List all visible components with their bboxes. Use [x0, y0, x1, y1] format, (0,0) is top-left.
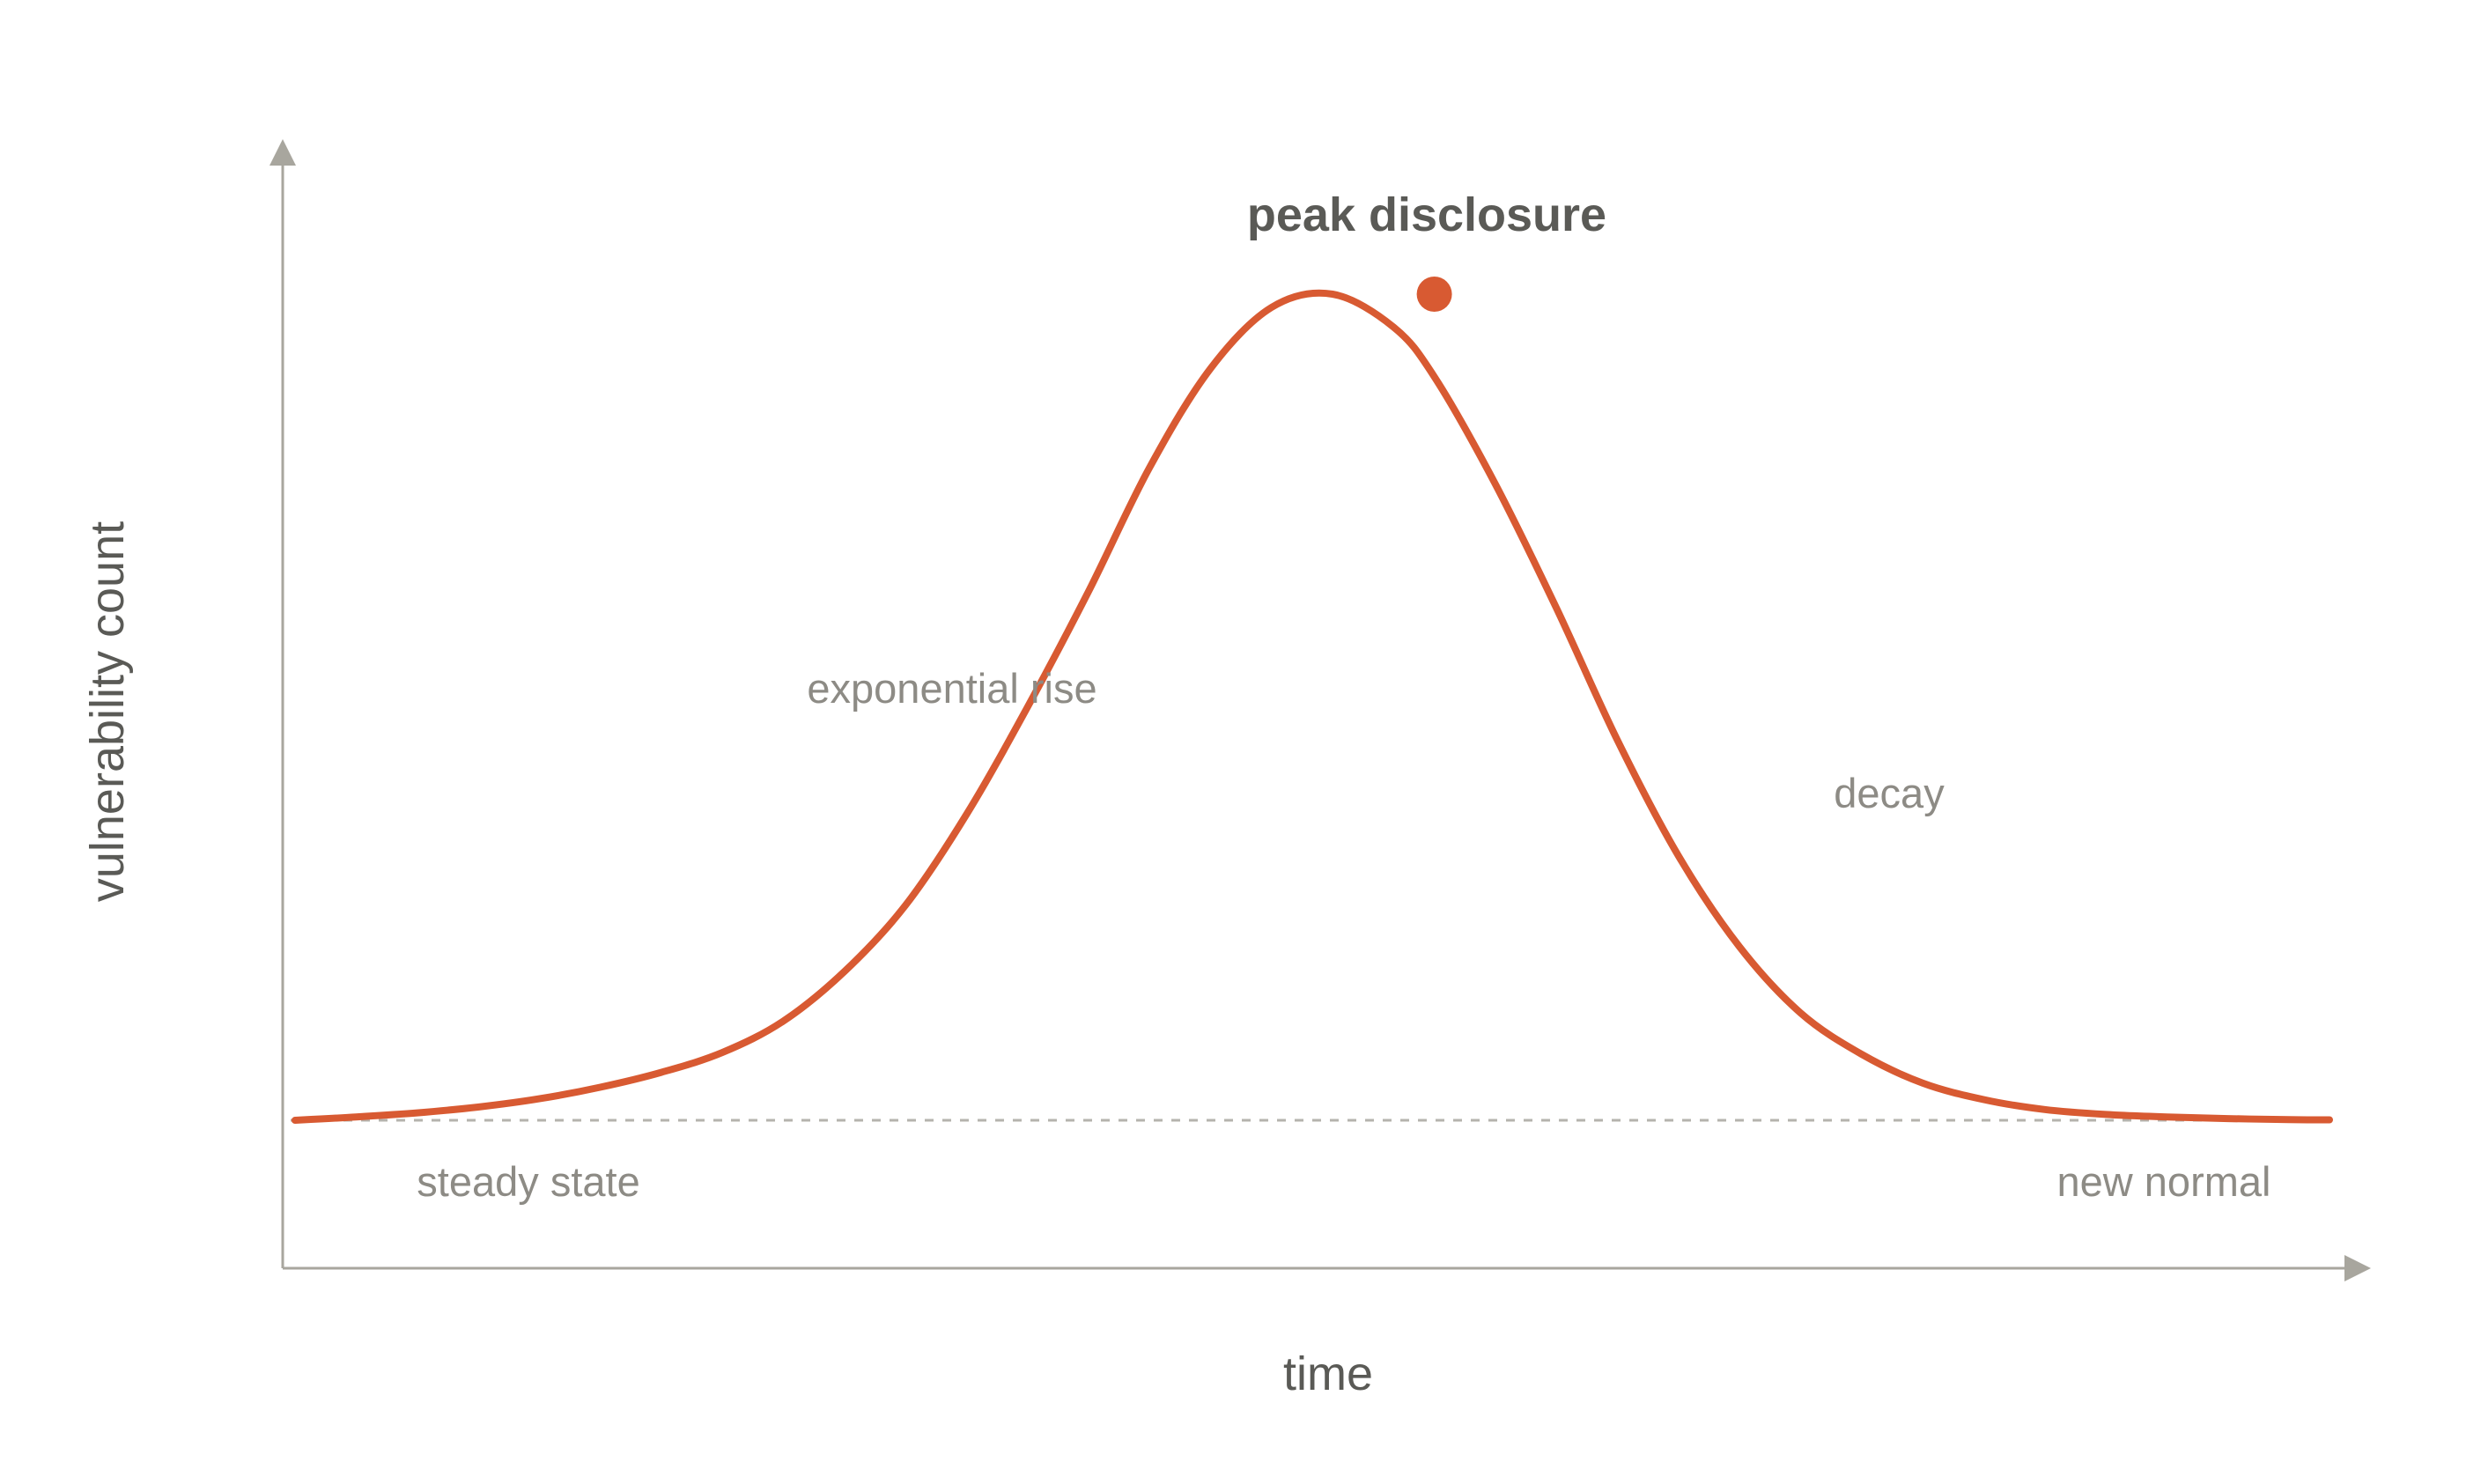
x-axis-title: time	[1283, 1347, 1373, 1400]
peak-disclosure-label: peak disclosure	[1247, 188, 1606, 241]
y-axis-title: vulnerability count	[81, 521, 134, 902]
series-line	[292, 289, 2333, 1124]
x-axis-arrow-icon	[2344, 1255, 2371, 1281]
peak-point	[1416, 277, 1452, 312]
steady-state-label: steady state	[417, 1158, 639, 1205]
y-axis-arrow-icon	[269, 139, 296, 166]
exponential-rise-label: exponential rise	[807, 665, 1096, 712]
decay-label: decay	[1834, 770, 1945, 816]
new-normal-label: new normal	[2057, 1158, 2271, 1205]
